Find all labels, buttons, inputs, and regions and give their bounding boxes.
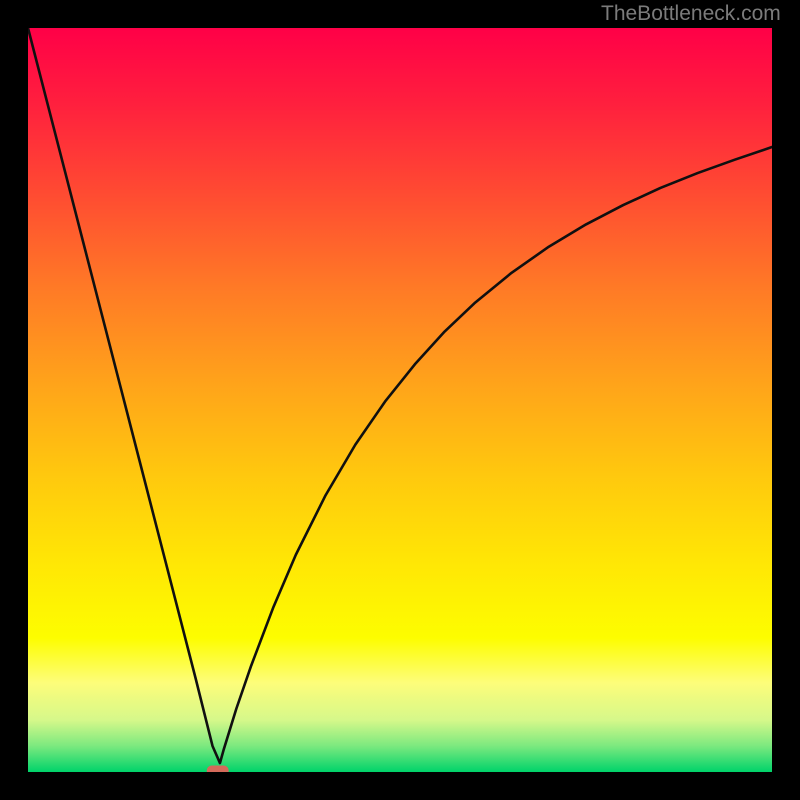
frame-bottom — [0, 772, 800, 800]
watermark-text: TheBottleneck.com — [601, 2, 781, 26]
frame-left — [0, 0, 28, 800]
bottleneck-chart — [28, 28, 772, 772]
frame-right — [772, 0, 800, 800]
min-marker — [207, 766, 229, 772]
chart-background — [28, 28, 772, 772]
